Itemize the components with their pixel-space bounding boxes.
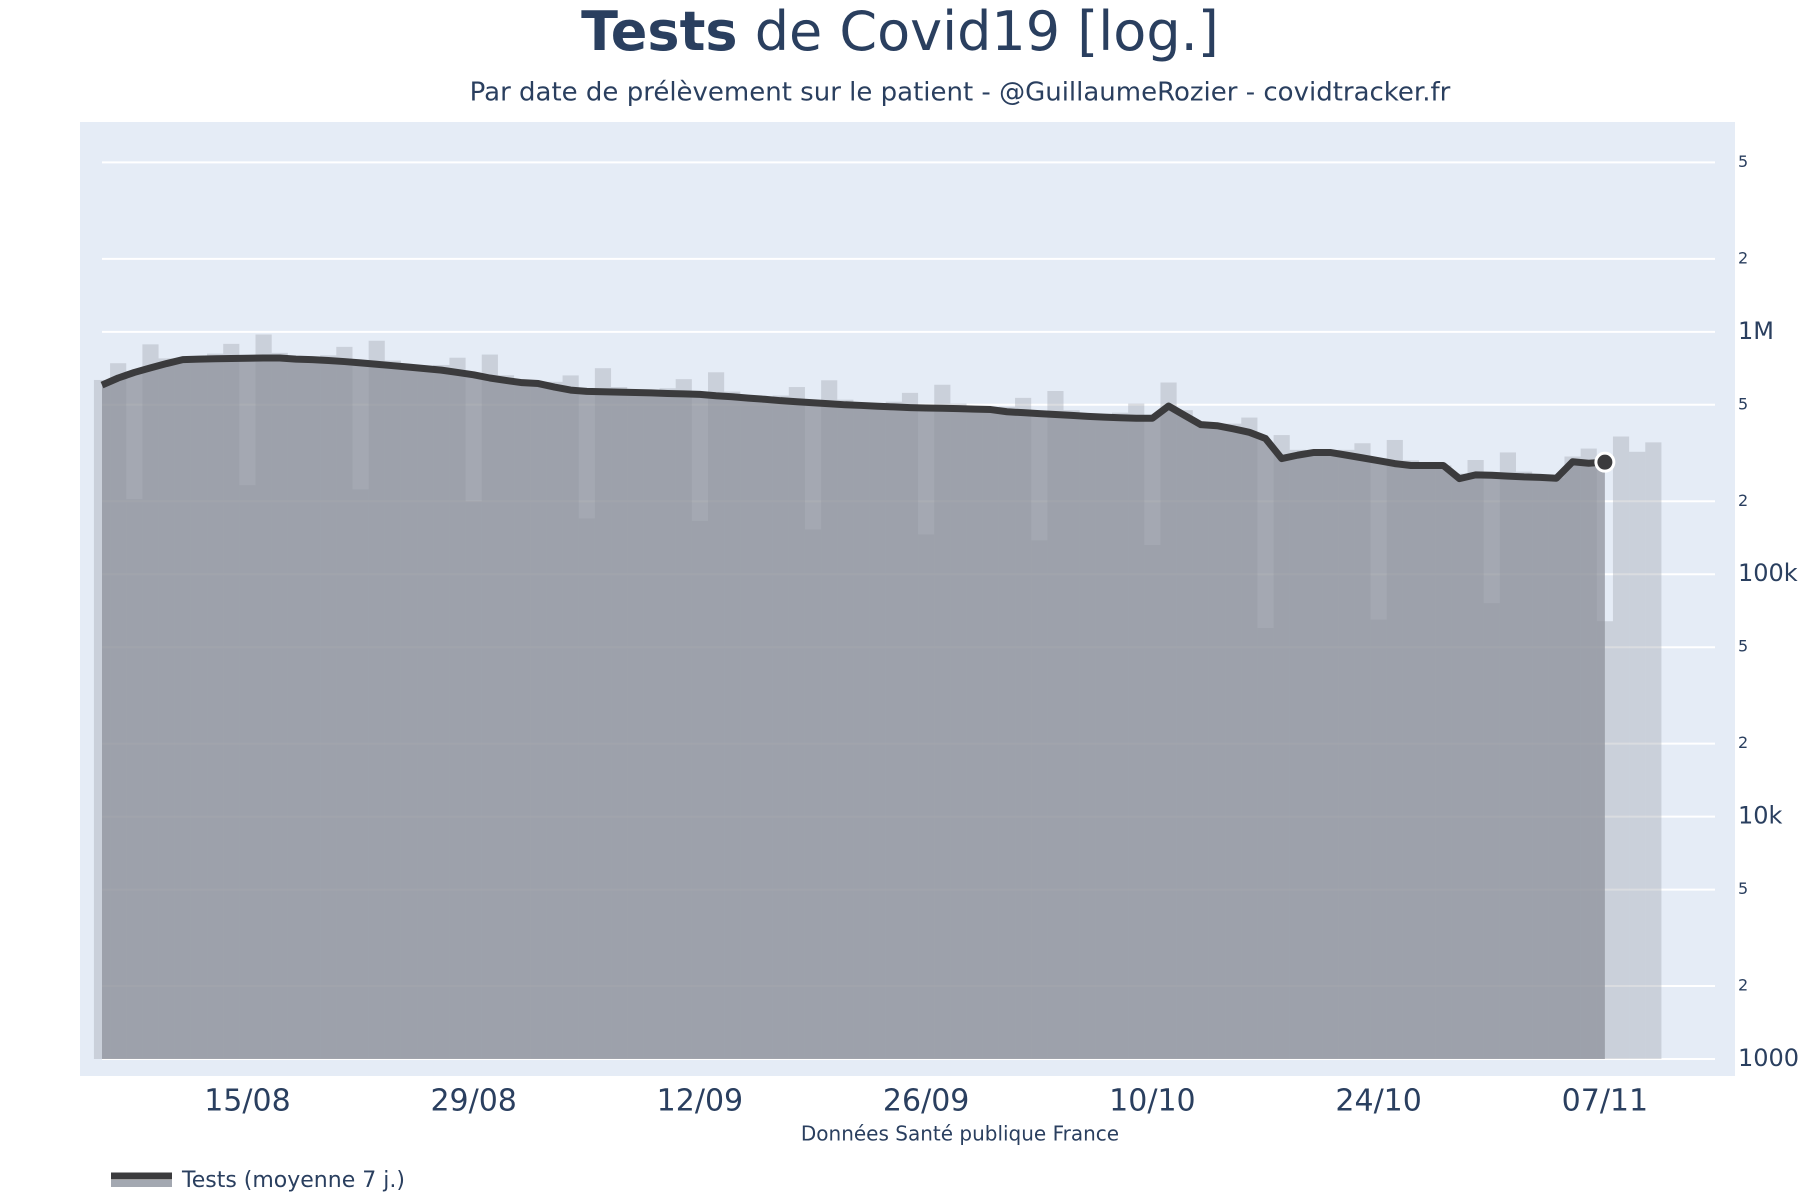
line [100, 354, 1606, 483]
y-tick-label: 100k [1738, 559, 1798, 587]
chart-subtitle: Par date de prélèvement sur le patient -… [470, 78, 1451, 108]
legend-swatch-bar [111, 1180, 172, 1187]
y-tick-label: 2 [1738, 248, 1748, 267]
y-tick-label: 2 [1738, 733, 1748, 752]
y-tick-label: 5 [1738, 152, 1748, 171]
legend-label: Tests (moyenne 7 j.) [181, 1168, 405, 1193]
bar [1629, 451, 1646, 1059]
y-tick-label: 1000 [1738, 1044, 1799, 1072]
x-tick-label: 29/08 [430, 1084, 516, 1119]
x-tick-label: 26/09 [883, 1084, 969, 1119]
chart-title: Tests de Covid19 [log.] [581, 0, 1219, 63]
y-tick-label: 5 [1738, 637, 1748, 656]
x-tick-label: 12/09 [657, 1084, 743, 1119]
x-tick-label: 24/10 [1335, 1084, 1421, 1119]
area-fill [102, 357, 1605, 1059]
last-point-marker [1594, 451, 1616, 473]
x-axis-label: Données Santé publique France [801, 1122, 1119, 1146]
x-tick-label: 15/08 [204, 1084, 290, 1119]
y-tick-label: 2 [1738, 976, 1748, 995]
bar [1612, 436, 1630, 1060]
title-bold: Tests [581, 0, 737, 63]
y-tick-label: 2 [1738, 491, 1748, 510]
y-tick-label: 1M [1738, 317, 1774, 345]
bar [1645, 442, 1662, 1059]
y-tick-label: 5 [1738, 879, 1748, 898]
y-tick-label: 10k [1738, 802, 1783, 830]
title-rest: de Covid19 [log.] [755, 0, 1219, 63]
x-tick-label: 10/10 [1109, 1084, 1195, 1119]
y-tick-label: 5 [1738, 394, 1748, 413]
x-tick-label: 07/11 [1562, 1084, 1648, 1119]
